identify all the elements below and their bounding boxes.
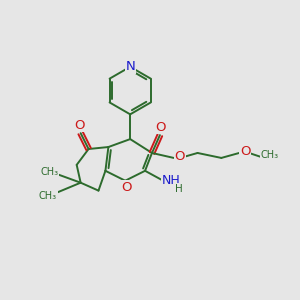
Text: O: O bbox=[74, 119, 85, 132]
Text: O: O bbox=[121, 181, 131, 194]
Text: CH₃: CH₃ bbox=[39, 190, 57, 201]
Text: O: O bbox=[240, 146, 250, 158]
Text: CH₃: CH₃ bbox=[41, 167, 59, 177]
Text: O: O bbox=[156, 121, 166, 134]
Text: H: H bbox=[175, 184, 183, 194]
Text: NH: NH bbox=[161, 174, 180, 187]
Text: CH₃: CH₃ bbox=[261, 150, 279, 160]
Text: N: N bbox=[125, 60, 135, 73]
Text: O: O bbox=[175, 150, 185, 164]
